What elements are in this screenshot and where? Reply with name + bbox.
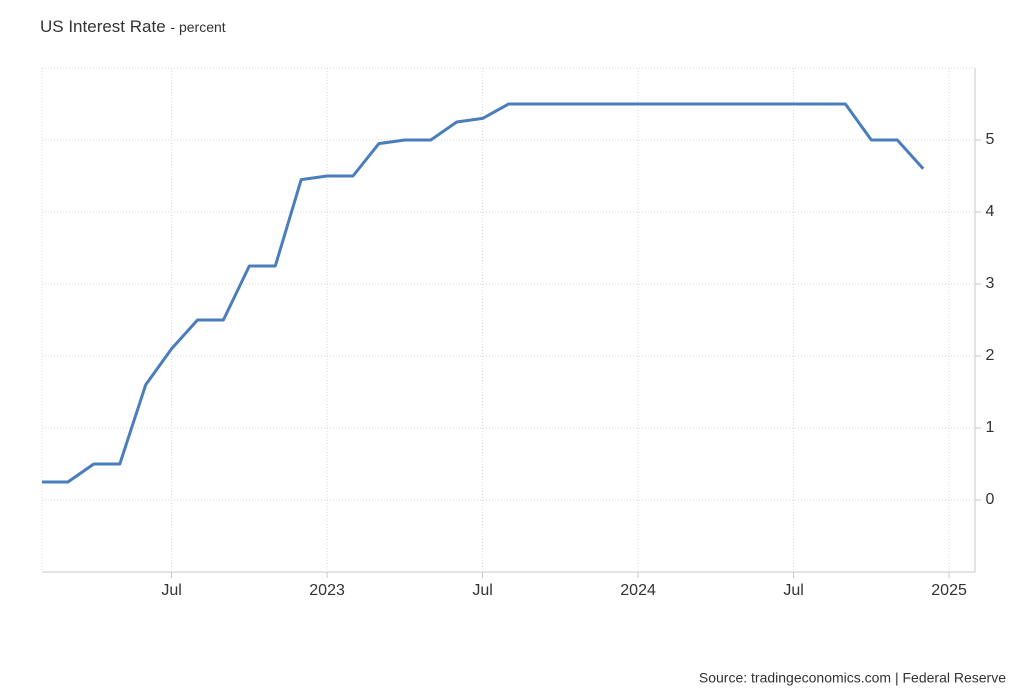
x-tick-label: 2025 <box>931 582 967 599</box>
x-tick-label: 2024 <box>620 582 656 599</box>
data-line <box>42 102 925 484</box>
y-tick-label: 3 <box>986 275 995 292</box>
y-tick-label: 1 <box>986 419 995 436</box>
x-tick-label: Jul <box>472 582 492 599</box>
source: Source: tradingeconomics.com | Federal R… <box>699 670 1006 686</box>
x-tick-label: Jul <box>783 582 803 599</box>
y-tick-label: 5 <box>986 131 995 148</box>
y-tick-label: 2 <box>986 347 995 364</box>
y-tick-label: 0 <box>986 491 995 508</box>
y-tick-label: 4 <box>986 203 995 220</box>
title: US Interest Rate <box>40 17 166 36</box>
x-tick-label: 2023 <box>309 582 345 599</box>
chart-title: US Interest Rate - percent <box>40 17 226 36</box>
x-tick-label: Jul <box>161 582 181 599</box>
subtitle: - percent <box>170 19 225 35</box>
